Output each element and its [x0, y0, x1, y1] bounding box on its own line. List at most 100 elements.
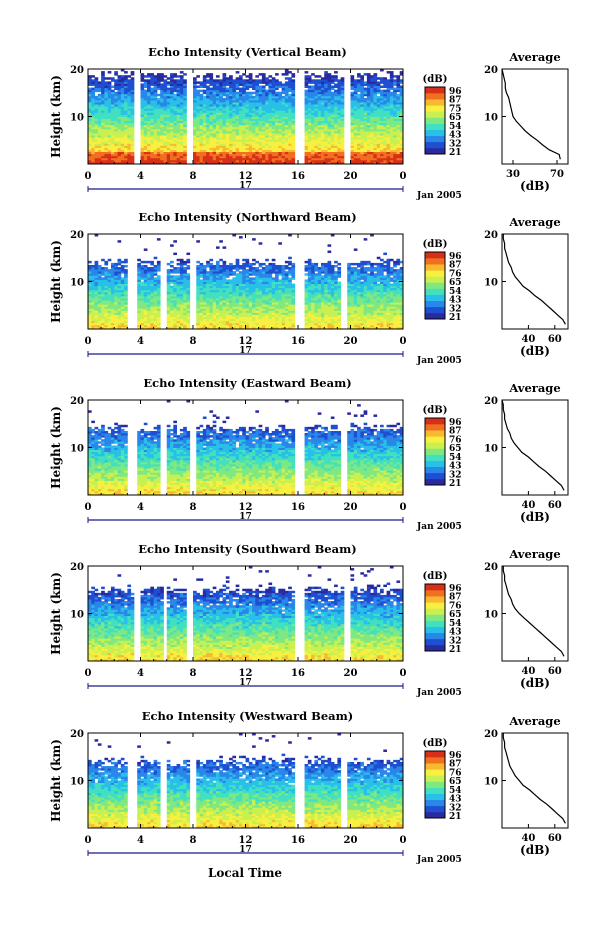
heatmap-cell: [193, 116, 197, 119]
heatmap-cell: [311, 298, 315, 301]
heatmap-cell: [215, 99, 220, 103]
heatmap-cell: [235, 137, 240, 140]
heatmap-cell: [383, 93, 387, 97]
heatmap-cell: [235, 149, 240, 153]
heatmap-cell: [383, 312, 387, 315]
heatmap-cell: [261, 85, 266, 88]
heatmap-cell: [252, 141, 256, 144]
heatmap-cell: [399, 312, 404, 315]
heatmap-cell: [166, 106, 171, 109]
heatmap-cell: [143, 118, 148, 122]
heatmap-cell: [222, 137, 227, 140]
heatmap-cell: [238, 143, 243, 146]
heatmap-cell: [101, 320, 105, 324]
heatmap-cell: [327, 75, 332, 78]
heatmap-cell: [179, 118, 184, 122]
heatmap-cell: [252, 97, 256, 101]
heatmap-cell: [150, 326, 155, 330]
heatmap-cell: [258, 137, 263, 140]
heatmap-cell: [238, 99, 243, 103]
heatmap-cell: [281, 322, 286, 326]
heatmap-cell: [252, 153, 256, 157]
heatmap-cell: [163, 135, 168, 138]
heatmap-cell: [383, 139, 387, 142]
heatmap-cell: [235, 112, 240, 115]
heatmap-cell: [206, 93, 210, 97]
heatmap-cell: [153, 110, 158, 113]
heatmap-cell: [370, 120, 374, 124]
heatmap-cell: [278, 85, 282, 88]
heatmap-cell: [127, 161, 132, 165]
heatmap-cell: [376, 312, 381, 315]
heatmap-cell: [317, 97, 322, 101]
heatmap-cell: [255, 147, 260, 150]
heatmap-cell: [222, 108, 227, 111]
heatmap-cell: [248, 102, 253, 105]
heatmap-cell: [242, 79, 246, 82]
heatmap-cell: [396, 314, 401, 318]
heatmap-cell: [258, 99, 263, 103]
heatmap-cell: [386, 310, 391, 313]
heatmap-cell: [97, 108, 102, 111]
heatmap-cell: [225, 157, 230, 161]
heatmap-cell: [350, 151, 355, 155]
heatmap-cell: [117, 126, 122, 130]
heatmap-cell: [160, 161, 164, 165]
heatmap-cell: [179, 135, 184, 138]
heatmap-cell: [166, 77, 171, 80]
heatmap-cell: [288, 79, 292, 82]
heatmap-cell: [166, 130, 171, 134]
heatmap-cell: [275, 159, 279, 163]
heatmap-cell: [393, 133, 397, 136]
heatmap-cell: [386, 137, 391, 140]
heatmap-cell: [373, 102, 378, 105]
heatmap-cell: [327, 104, 332, 107]
heatmap-cell: [179, 326, 184, 330]
heatmap-cell: [222, 151, 227, 155]
heatmap-cell: [199, 133, 204, 136]
heatmap-cell: [284, 102, 289, 105]
heatmap-cell: [173, 298, 177, 301]
heatmap-cell: [291, 322, 296, 326]
heatmap-cell: [268, 300, 273, 303]
heatmap-cell: [150, 95, 155, 99]
heatmap-cell: [199, 157, 204, 161]
heatmap-cell: [153, 122, 158, 126]
heatmap-cell: [124, 322, 128, 326]
heatmap-cell: [114, 149, 118, 153]
heatmap-cell: [311, 304, 315, 307]
heatmap-cell: [278, 81, 282, 84]
heatmap-cell: [117, 102, 122, 105]
heatmap-cell: [245, 322, 250, 326]
heatmap-cell: [311, 322, 315, 326]
heatmap-cell: [140, 133, 145, 136]
heatmap-cell: [389, 153, 394, 157]
heatmap-cell: [320, 97, 325, 101]
heatmap-cell: [258, 320, 263, 324]
heatmap-cell: [307, 326, 312, 330]
heatmap-cell: [327, 314, 332, 318]
heatmap-cell: [114, 302, 118, 305]
heatmap-cell: [396, 155, 401, 159]
heatmap-cell: [334, 133, 338, 136]
heatmap-cell: [88, 77, 92, 80]
heatmap-cell: [219, 120, 223, 124]
heatmap-cell: [311, 310, 315, 313]
heatmap-cell: [140, 157, 145, 161]
heatmap-cell: [380, 135, 384, 138]
colorbar-tick-label: 43: [449, 131, 462, 141]
colorbar-swatch: [425, 93, 445, 100]
heatmap-cell: [324, 320, 328, 324]
heatmap-cell: [327, 310, 332, 313]
heatmap-cell: [334, 159, 338, 163]
heatmap-cell: [396, 97, 401, 101]
heatmap-cell: [186, 314, 191, 318]
heatmap-cell: [104, 302, 109, 305]
heatmap-cell: [91, 83, 95, 86]
heatmap-cell: [166, 81, 171, 84]
heatmap-cell: [373, 310, 378, 313]
heatmap-cell: [107, 308, 112, 311]
heatmap-cell: [307, 304, 312, 307]
heatmap-cell: [245, 157, 250, 161]
heatmap-cell: [370, 133, 374, 136]
